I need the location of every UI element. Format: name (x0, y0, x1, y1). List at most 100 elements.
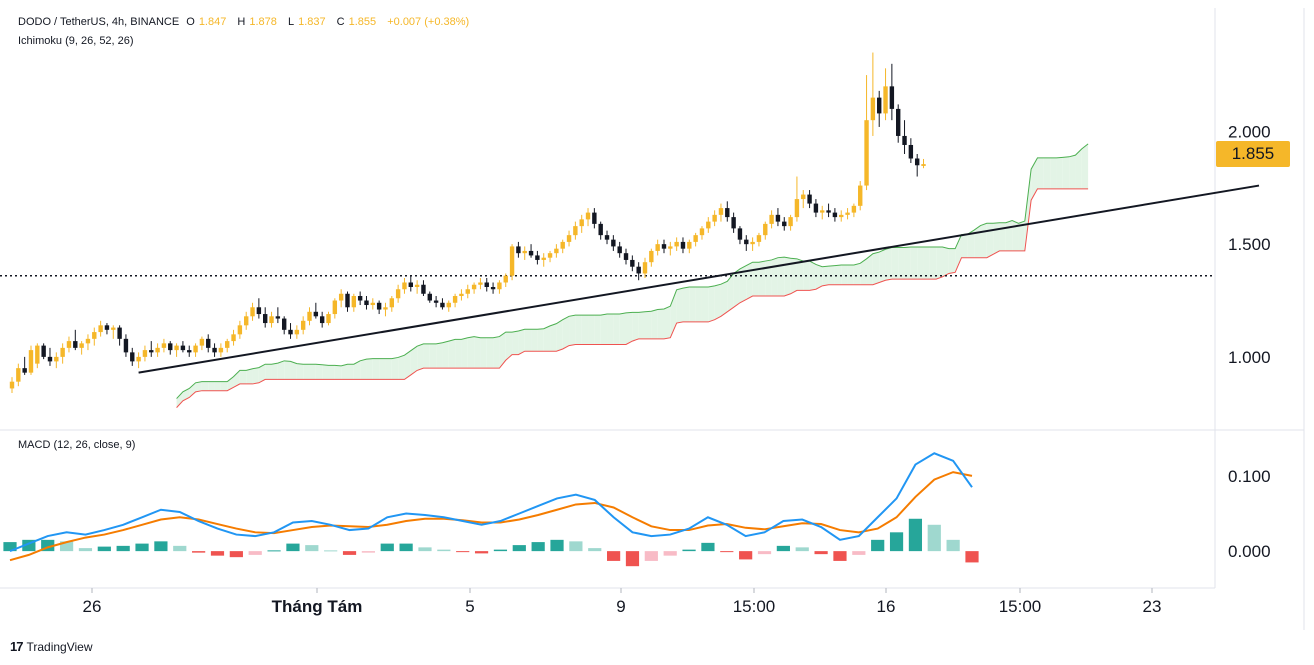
candle-body (408, 282, 413, 287)
candle-body (244, 316, 249, 326)
cloud-segment (993, 222, 1000, 255)
cloud-segment (746, 262, 753, 300)
candle-body (788, 217, 793, 227)
candle-body (756, 235, 762, 242)
candle-body (661, 244, 667, 249)
cloud-segment (214, 381, 221, 391)
time-axis[interactable]: 26 Tháng Tám 5 9 15:00 16 15:00 23 (83, 588, 1162, 616)
cloud-segment (714, 284, 721, 320)
cloud-segment (815, 264, 823, 290)
close-label: C (336, 16, 345, 28)
cloud-segment (841, 265, 848, 285)
candle-body (332, 300, 338, 315)
candle-body (864, 120, 869, 186)
cloud-segment (562, 316, 570, 349)
histogram-bar (550, 539, 564, 552)
tradingview-logo[interactable]: 17 TradingView (10, 639, 93, 654)
symbol-name[interactable]: DODO / TetherUS, 4h, BINANCE (18, 16, 180, 28)
time-tick-label: Tháng Tám (272, 597, 363, 616)
trendline-segment[interactable] (138, 184, 1260, 374)
cloud-segment (860, 258, 867, 285)
candle-body (636, 266, 641, 274)
candle-body (414, 284, 420, 287)
price-axis[interactable]: 1.000 1.500 2.000 (1228, 122, 1271, 366)
cloud-segment (1012, 220, 1019, 251)
cloud-segment (195, 381, 202, 392)
cloud-segment (701, 286, 709, 322)
cloud-segment (1056, 157, 1063, 189)
candle-body (832, 212, 838, 218)
candle-body (180, 345, 186, 351)
cloud-segment (309, 364, 316, 380)
cloud-segment (1043, 157, 1051, 189)
candle-body (554, 248, 559, 254)
candle-body (592, 212, 597, 224)
cloud-segment (904, 246, 911, 280)
cloud-segment (974, 225, 981, 258)
candle-body (383, 307, 388, 310)
candle-body (73, 341, 78, 348)
cloud-segment (341, 364, 348, 380)
candle-body (775, 214, 781, 222)
cloud-segment (752, 262, 759, 297)
cloud-segment (1081, 143, 1089, 189)
histogram-bar (927, 524, 941, 552)
cloud-segment (626, 312, 633, 345)
candle-body (47, 356, 53, 362)
cloud-segment (201, 381, 209, 391)
histogram-bar (399, 543, 413, 552)
cloud-segment (429, 343, 437, 369)
cloud-segment (1075, 148, 1082, 189)
cloud-segment (739, 265, 747, 303)
cloud-segment (474, 336, 481, 369)
open-number: 1.847 (198, 16, 227, 28)
histogram-bar (3, 542, 17, 552)
candle-body (858, 185, 863, 206)
candle-body (889, 86, 895, 109)
symbol-legend[interactable]: DODO / TetherUS, 4h, BINANCE O 1.847 H 1.8… (18, 16, 473, 28)
histogram-bar (644, 551, 658, 561)
cloud-segment (398, 355, 405, 380)
candle-body (693, 235, 698, 242)
candle-body (161, 343, 167, 348)
histogram-bar (871, 539, 885, 552)
histogram-bar (908, 518, 923, 552)
candle-body (98, 325, 103, 333)
cloud-segment (879, 249, 886, 283)
cloud-segment (695, 286, 702, 322)
cloud-segment (246, 368, 253, 384)
cloud-segment (467, 336, 475, 369)
candle-body (421, 284, 426, 294)
cloud-segment (353, 360, 361, 380)
candle-body (826, 210, 831, 213)
candle-body (149, 350, 154, 353)
candle-body (535, 255, 540, 260)
time-tick-label: 15:00 (999, 597, 1042, 616)
candle-body (585, 212, 591, 220)
cloud-segment (575, 315, 582, 345)
macd-axis[interactable]: 0.000 0.100 (1228, 467, 1271, 561)
histogram-bar (682, 549, 696, 552)
candle-body (357, 296, 363, 301)
candle-body (199, 338, 205, 346)
trendline[interactable] (138, 184, 1260, 374)
cloud-segment (638, 311, 645, 339)
cloud-segment (423, 343, 430, 369)
time-tick-label: 9 (616, 597, 625, 616)
leading-span-a (176, 143, 1089, 399)
candle-body (769, 214, 774, 224)
candle-body (104, 325, 110, 330)
histogram-bar (229, 551, 243, 558)
candle-body (459, 293, 464, 297)
cloud-segment (524, 329, 532, 352)
cloud-segment (727, 273, 734, 312)
ichimoku-legend[interactable]: Ichimoku (9, 26, 52, 26) (18, 35, 134, 47)
cloud-segment (379, 358, 386, 380)
cloud-segment (569, 315, 576, 346)
candle-body (41, 345, 46, 357)
candle-body (731, 217, 736, 229)
macd-tick-label: 0.000 (1228, 542, 1271, 561)
macd-legend[interactable]: MACD (12, 26, close, 9) (18, 439, 136, 451)
candle-body (174, 345, 179, 351)
